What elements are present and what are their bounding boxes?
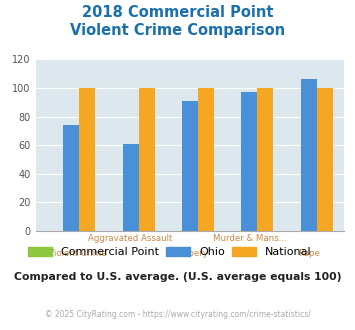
Bar bbox=[63, 125, 79, 231]
Text: Robbery: Robbery bbox=[172, 249, 208, 258]
Text: All Violent Crime: All Violent Crime bbox=[36, 249, 107, 258]
Bar bbox=[79, 88, 95, 231]
Bar bbox=[301, 80, 317, 231]
Bar bbox=[122, 144, 138, 231]
Bar bbox=[241, 92, 257, 231]
Text: Violent Crime Comparison: Violent Crime Comparison bbox=[70, 23, 285, 38]
Text: Aggravated Assault: Aggravated Assault bbox=[88, 234, 173, 243]
Legend: Commercial Point, Ohio, National: Commercial Point, Ohio, National bbox=[23, 242, 316, 262]
Bar bbox=[182, 101, 198, 231]
Text: © 2025 CityRating.com - https://www.cityrating.com/crime-statistics/: © 2025 CityRating.com - https://www.city… bbox=[45, 310, 310, 319]
Bar bbox=[198, 88, 214, 231]
Text: Murder & Mans...: Murder & Mans... bbox=[213, 234, 286, 243]
Bar bbox=[257, 88, 273, 231]
Bar bbox=[138, 88, 154, 231]
Text: 2018 Commercial Point: 2018 Commercial Point bbox=[82, 5, 273, 20]
Text: Compared to U.S. average. (U.S. average equals 100): Compared to U.S. average. (U.S. average … bbox=[14, 272, 341, 282]
Bar bbox=[317, 88, 333, 231]
Text: Rape: Rape bbox=[298, 249, 320, 258]
